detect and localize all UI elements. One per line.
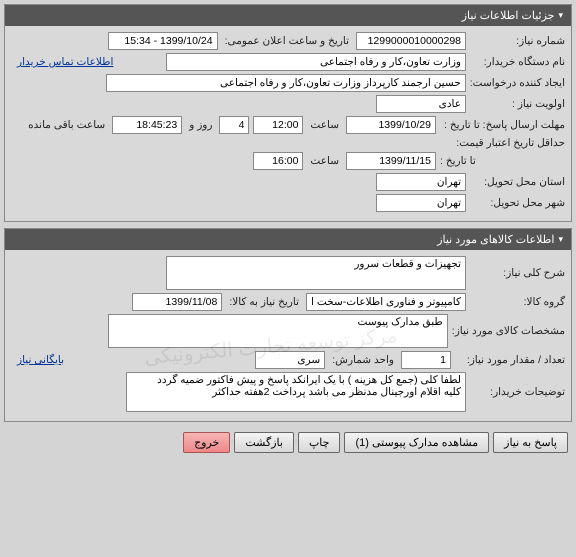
validity-time-field <box>253 152 303 170</box>
buyer-field <box>166 53 466 71</box>
need-date-field <box>132 293 222 311</box>
validity-date-field <box>346 152 436 170</box>
goods-info-panel: ▾ اطلاعات کالاهای مورد نیاز شرح کلی نیاز… <box>4 228 572 422</box>
validity-label: حداقل تاریخ اعتبار قیمت: <box>456 137 565 149</box>
req-no-label: شماره نیاز: <box>470 35 565 47</box>
qty-label: تعداد / مقدار مورد نیاز: <box>455 354 565 366</box>
exit-button[interactable]: خروج <box>183 432 230 453</box>
back-button[interactable]: بازگشت <box>234 432 294 453</box>
deadline-time-field <box>253 116 303 134</box>
spec-label: مشخصات کالای مورد نیاز: <box>452 325 565 337</box>
deadline-time-label: ساعت <box>307 119 342 131</box>
unit-field <box>255 351 325 369</box>
spec-field <box>108 314 448 348</box>
priority-label: اولویت نیاز : <box>470 98 565 110</box>
panel2-title: اطلاعات کالاهای مورد نیاز <box>437 233 554 246</box>
panel2-body: شرح کلی نیاز: گروه کالا: تاریخ نیاز به ک… <box>5 250 571 421</box>
panel2-header[interactable]: ▾ اطلاعات کالاهای مورد نیاز <box>5 229 571 250</box>
validity-time-label: ساعت <box>307 155 342 167</box>
qty-field <box>401 351 451 369</box>
state-field <box>376 173 466 191</box>
desc-field <box>166 256 466 290</box>
city-label: شهر محل تحویل: <box>470 197 565 209</box>
panel1-header[interactable]: ▾ جزئیات اطلاعات نیاز <box>5 5 571 26</box>
group-label: گروه کالا: <box>470 296 565 308</box>
req-no-field <box>356 32 466 50</box>
panel1-body: شماره نیاز: تاریخ و ساعت اعلان عمومی: نا… <box>5 26 571 221</box>
state-label: استان محل تحویل: <box>470 176 565 188</box>
creator-label: ایجاد کننده درخواست: <box>470 77 565 89</box>
chevron-down-icon: ▾ <box>558 10 563 21</box>
deadline-days-label: روز و <box>186 119 215 131</box>
group-field <box>306 293 466 311</box>
deadline-date-field <box>346 116 436 134</box>
notes-label: توضیحات خریدار: <box>470 386 565 398</box>
chevron-down-icon: ▾ <box>558 234 563 245</box>
need-date-label: تاریخ نیاز به کالا: <box>226 296 302 308</box>
desc-label: شرح کلی نیاز: <box>470 267 565 279</box>
action-bar: پاسخ به نیاز مشاهده مدارک پیوستی (1) چاپ… <box>4 428 572 457</box>
panel1-title: جزئیات اطلاعات نیاز <box>462 9 555 22</box>
notes-field <box>126 372 466 412</box>
need-details-panel: ▾ جزئیات اطلاعات نیاز شماره نیاز: تاریخ … <box>4 4 572 222</box>
validity-sub-label: تا تاریخ : <box>440 155 565 167</box>
buyer-label: نام دستگاه خریدار: <box>470 56 565 68</box>
city-field <box>376 194 466 212</box>
attachments-button[interactable]: مشاهده مدارک پیوستی (1) <box>344 432 489 453</box>
deadline-days-field <box>219 116 249 134</box>
priority-field <box>376 95 466 113</box>
creator-field <box>106 74 466 92</box>
buyer-contact-link[interactable]: اطلاعات تماس خریدار <box>11 56 113 68</box>
deadline-label: مهلت ارسال پاسخ: تا تاریخ : <box>440 119 565 131</box>
deadline-remain-field <box>112 116 182 134</box>
respond-button[interactable]: پاسخ به نیاز <box>493 432 568 453</box>
archive-link[interactable]: بایگانی نیاز <box>11 354 64 366</box>
unit-label: واحد شمارش: <box>329 354 397 366</box>
deadline-remain-label: ساعت باقی مانده <box>25 119 108 131</box>
announce-dt-field <box>108 32 218 50</box>
print-button[interactable]: چاپ <box>298 432 341 453</box>
announce-dt-label: تاریخ و ساعت اعلان عمومی: <box>222 35 352 47</box>
